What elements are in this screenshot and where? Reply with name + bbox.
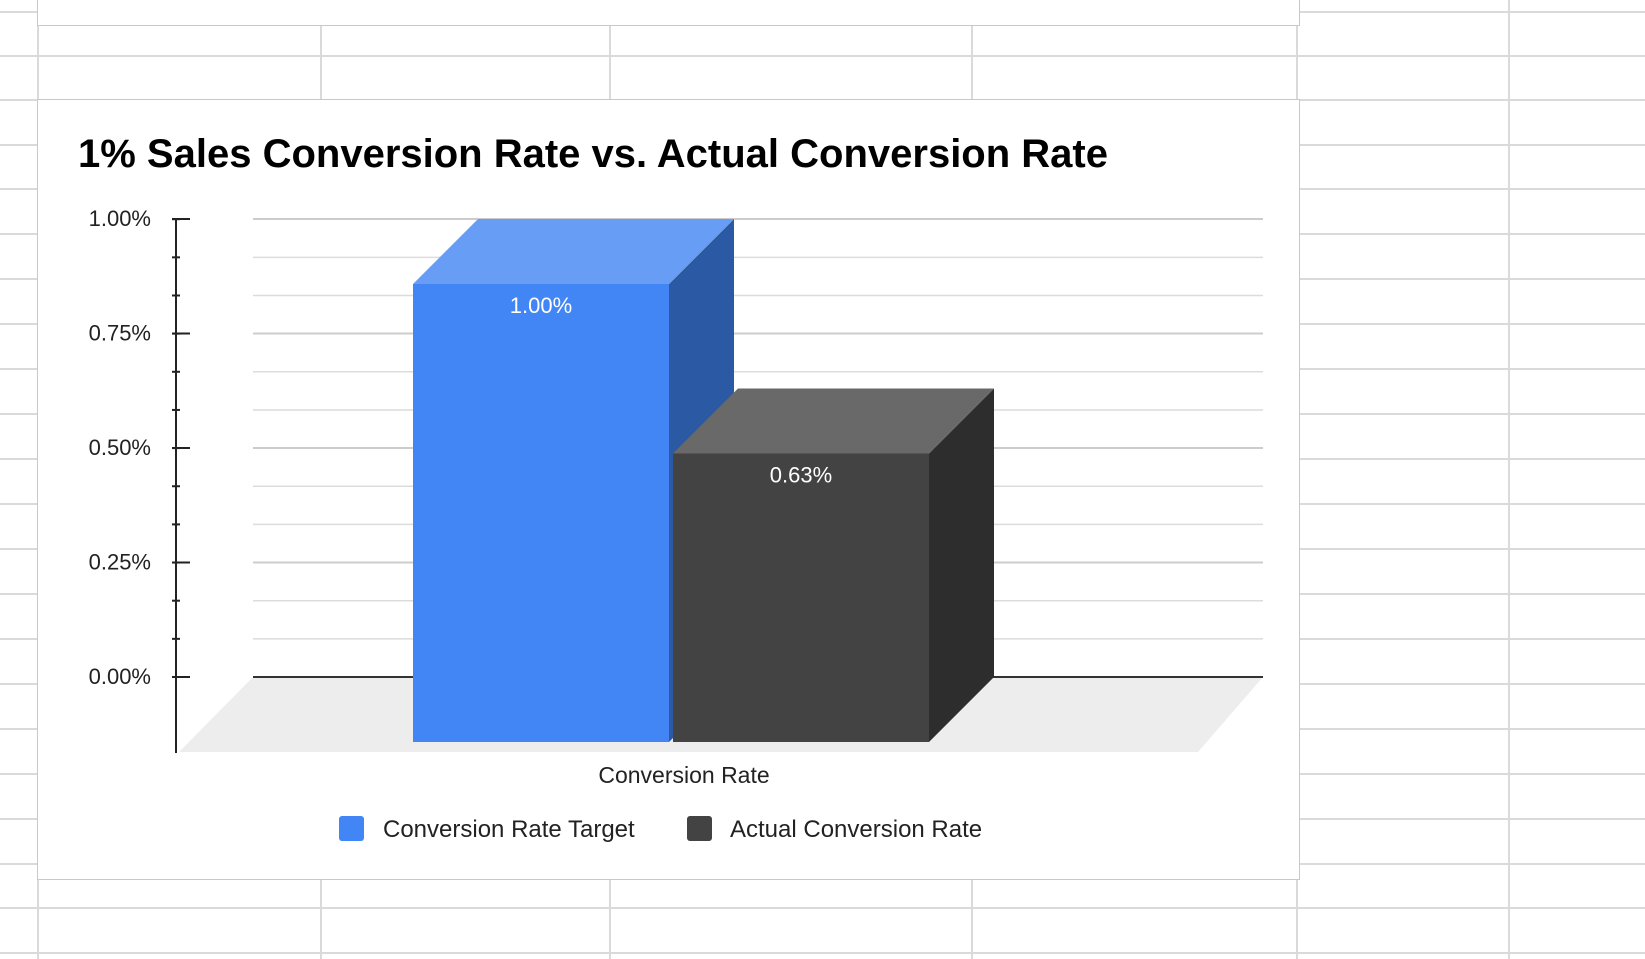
- legend-label: Actual Conversion Rate: [730, 816, 982, 843]
- bar-top-face: [673, 388, 994, 454]
- x-axis-label: Conversion Rate: [598, 762, 769, 788]
- chart-legend: Conversion Rate Target Actual Conversion …: [339, 816, 982, 843]
- y-tick-label: 0.00%: [89, 664, 151, 689]
- chart-card[interactable]: 1% Sales Conversion Rate vs. Actual Conv…: [37, 99, 1300, 880]
- legend-label: Conversion Rate Target: [383, 816, 635, 843]
- bar-data-label: 1.00%: [510, 293, 572, 318]
- chart-title: 1% Sales Conversion Rate vs. Actual Conv…: [78, 132, 1108, 176]
- y-tick-label: 0.25%: [89, 550, 151, 575]
- bar-data-label: 0.63%: [770, 462, 832, 487]
- legend-swatch: [687, 816, 712, 841]
- bar-actual-conversion-rate: [673, 388, 994, 742]
- y-tick-label: 0.75%: [89, 321, 151, 346]
- chart-card-partial[interactable]: [37, 0, 1300, 26]
- bar-front-face: [413, 284, 669, 742]
- chart-plot: 1.00% 0.75% 0.50% 0.25% 0.00% 1.00% 0.63% Conve…: [89, 206, 1263, 843]
- bar-front-face: [673, 453, 929, 742]
- bar-side-face: [929, 388, 994, 742]
- y-tick-label: 1.00%: [89, 206, 151, 231]
- bar-top-face: [413, 219, 734, 284]
- y-tick-label: 0.50%: [89, 435, 151, 460]
- legend-swatch: [339, 816, 364, 841]
